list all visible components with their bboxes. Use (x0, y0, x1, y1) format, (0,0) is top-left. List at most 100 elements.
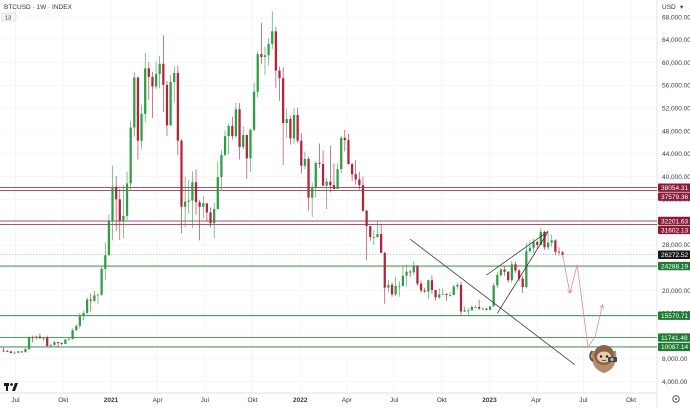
candle (343, 129, 346, 152)
candle (409, 269, 412, 277)
candle (394, 276, 397, 297)
candle (13, 351, 16, 354)
candle-body (474, 306, 477, 308)
candle-body (176, 72, 179, 141)
candle (314, 161, 317, 198)
price-badge-bg (658, 192, 690, 201)
candle-body (75, 325, 78, 331)
candle (438, 288, 441, 300)
candle-body (162, 63, 165, 85)
candle-body (336, 169, 339, 190)
candle (64, 339, 67, 345)
candle-body (409, 271, 412, 273)
candle (104, 242, 107, 281)
currency-chevron-icon[interactable]: ▾ (680, 4, 684, 11)
candle (383, 251, 386, 305)
y-tick-label: 20,000.00 (662, 288, 690, 295)
candle-body (510, 264, 513, 281)
candle-body (231, 125, 234, 137)
candle (260, 22, 263, 65)
candle-body (198, 202, 201, 207)
trendline-down (409, 238, 575, 365)
candle-body (107, 220, 111, 256)
candle (329, 145, 332, 193)
candle (274, 26, 277, 88)
candle-body (93, 295, 96, 301)
candle (514, 261, 517, 273)
candle-body (340, 137, 343, 170)
candle-body (42, 337, 45, 339)
price-badge: 38054.31 (658, 183, 690, 192)
candle-body (245, 134, 248, 159)
gear-icon[interactable] (672, 395, 680, 403)
candle-body (448, 295, 452, 296)
price-badge-label: 24288.19 (661, 263, 688, 270)
candle-body (242, 134, 245, 147)
candle (510, 260, 513, 283)
candle-body (401, 275, 405, 286)
candle-body (380, 234, 383, 253)
candle (303, 151, 307, 170)
candle (53, 341, 56, 346)
candle-body (20, 351, 23, 353)
candle-body (173, 72, 176, 83)
candle-body (554, 240, 557, 252)
candle (122, 185, 125, 239)
candle-body (550, 240, 553, 243)
candle-body (46, 337, 49, 346)
candle (136, 76, 140, 160)
candle-body (144, 68, 147, 114)
candle (162, 35, 165, 113)
indicator-count: 13 (5, 15, 11, 21)
candle-body (96, 294, 100, 296)
candle-body (496, 275, 499, 286)
candle-body (89, 299, 92, 301)
candle (56, 341, 60, 347)
y-tick-label: 40,000.00 (662, 174, 690, 181)
candle-body (191, 182, 194, 201)
candle-body (285, 119, 288, 124)
price-badge: 31602.13 (658, 225, 690, 234)
candle (398, 281, 401, 297)
candle (227, 123, 230, 155)
candle-body (67, 338, 71, 340)
candle (307, 156, 310, 211)
indicator-badge[interactable]: 13 (1, 12, 17, 21)
price-badge: 26272.52 (658, 250, 690, 259)
x-tick-label: Apr (342, 397, 353, 404)
candle (144, 52, 147, 123)
candle (347, 133, 350, 165)
x-tick-label: Jul (579, 397, 588, 404)
price-badge-label: 11741.48 (661, 335, 688, 342)
tradingview-logo-icon[interactable] (4, 383, 18, 391)
candle-body (365, 210, 368, 227)
price-badge-label: 26272.52 (661, 252, 688, 259)
candle-body (64, 339, 67, 345)
candle-body (213, 209, 216, 224)
candle-body (238, 109, 241, 147)
candle-body (220, 154, 223, 178)
candle (252, 82, 256, 131)
candle (245, 134, 248, 179)
candle (463, 306, 466, 313)
candle-body (13, 352, 16, 354)
price-badge-label: 15570.71 (661, 313, 688, 320)
candle (358, 172, 361, 190)
candle-body (350, 164, 354, 175)
candle-body (27, 337, 31, 350)
candle (474, 305, 477, 309)
candle-body (56, 342, 60, 344)
x-tick-label: Apr (153, 397, 164, 404)
candle-body (318, 162, 321, 165)
candle-body (249, 129, 252, 159)
candle (147, 62, 150, 100)
candle (125, 171, 129, 221)
candle-body (151, 76, 154, 87)
candle-body (234, 109, 238, 137)
candle (427, 279, 430, 299)
candle (220, 149, 223, 191)
candle (213, 202, 216, 239)
price-badge-bg (658, 216, 690, 226)
x-tick-label: 2022 (293, 397, 308, 404)
